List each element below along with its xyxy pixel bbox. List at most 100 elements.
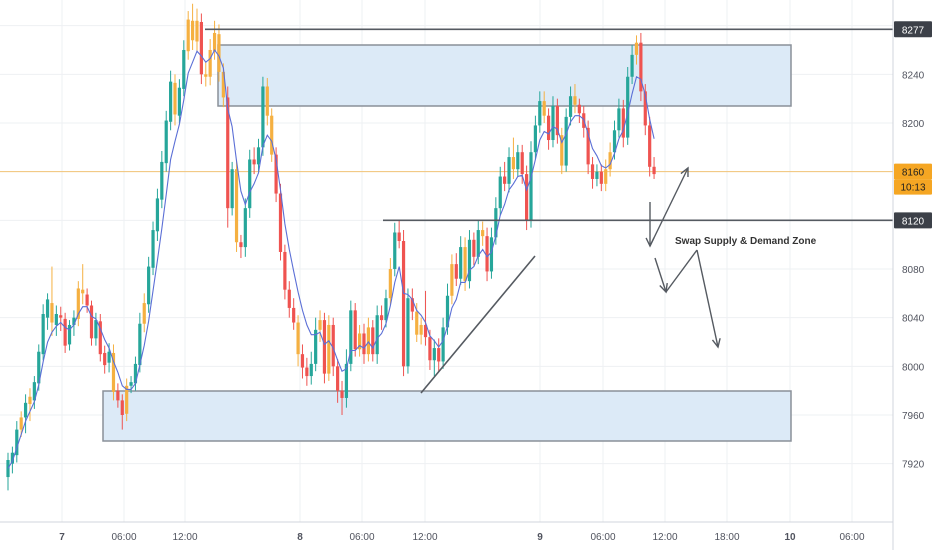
candle-body [19, 417, 23, 430]
candle-body [481, 230, 485, 237]
candle-body [212, 32, 217, 52]
candle-body [54, 314, 58, 325]
countdown-text: 10:13 [900, 183, 925, 194]
y-tick-label: 7960 [902, 411, 925, 422]
candle-body [551, 105, 555, 141]
moving-average [7, 48, 655, 469]
candle-body [173, 82, 177, 115]
candle-body [261, 86, 265, 148]
candle-body [397, 232, 401, 242]
candle-body [125, 385, 129, 414]
arrow-shaft [654, 257, 667, 293]
candle-body [32, 382, 36, 401]
candle-body [164, 120, 168, 164]
candle-body [586, 127, 590, 165]
candle-body [472, 239, 476, 257]
arrow-up-projection [649, 166, 689, 247]
price-label-bg [894, 21, 932, 38]
arrow-shaft [696, 249, 719, 348]
candle-body [489, 237, 494, 272]
candle-body [564, 116, 568, 166]
ma-line [7, 48, 655, 469]
candle-body [617, 108, 621, 131]
candle-body [626, 76, 630, 138]
x-tick-label: 12:00 [412, 532, 437, 543]
candle-body [116, 390, 120, 401]
candle-body [45, 299, 50, 318]
candle-body [393, 232, 397, 269]
candle-body [76, 288, 80, 319]
candle-body [634, 42, 639, 55]
x-tick-label: 06:00 [590, 532, 615, 543]
candle-body [270, 115, 274, 155]
candle-body [507, 157, 511, 184]
y-tick-label: 7920 [902, 460, 925, 471]
trend-line [420, 255, 536, 394]
candle-body [516, 152, 520, 170]
candle-body [608, 152, 612, 170]
candle-body [555, 105, 559, 136]
candle-body [546, 115, 551, 141]
candle-body [186, 19, 190, 52]
candle-body [305, 367, 309, 377]
candle-body [384, 298, 388, 321]
x-tick-label: 12:00 [652, 532, 677, 543]
candle-body [190, 20, 195, 41]
candle-body [590, 164, 595, 179]
price-label-text: 8120 [902, 216, 925, 227]
candle-body [604, 169, 608, 184]
candle-body [89, 305, 94, 339]
candle-body [336, 366, 340, 391]
candle-body [274, 154, 278, 194]
candle-body [358, 333, 362, 350]
candle-body [520, 152, 524, 175]
candle-body [283, 251, 287, 290]
candle-body [129, 382, 133, 386]
candle-body [344, 363, 349, 398]
candle-body [85, 294, 89, 306]
candle-body [234, 169, 239, 243]
candle-body [160, 161, 164, 200]
arrow-down-target [696, 249, 721, 349]
candle-body [59, 315, 63, 318]
candle-body [300, 354, 305, 368]
candle-body [401, 241, 406, 367]
candle-body [573, 96, 577, 105]
candle-body [63, 318, 67, 346]
candle-body [133, 363, 138, 384]
candle-body [463, 247, 467, 282]
candle-body [445, 295, 450, 328]
candle-body [147, 266, 151, 305]
x-tick-label: 06:00 [111, 532, 136, 543]
candle-body [142, 303, 146, 324]
candle-body [287, 289, 291, 308]
candle-body [111, 352, 116, 392]
y-tick-label: 8240 [902, 70, 925, 81]
candle-body [243, 208, 247, 248]
candle-body [217, 34, 221, 72]
candle-body [349, 310, 353, 364]
candle-body [630, 54, 634, 77]
candle-body [529, 152, 533, 221]
candle-body [169, 81, 173, 122]
x-tick-label: 8 [297, 532, 303, 543]
x-tick-label: 18:00 [714, 532, 739, 543]
candle-body [366, 327, 370, 355]
candle-body [467, 239, 472, 282]
candle-body [331, 324, 335, 367]
candle-body [459, 247, 463, 279]
candle-body [138, 323, 142, 366]
zones [0, 44, 893, 442]
price-label-bg [894, 212, 932, 229]
candle-body [199, 22, 203, 75]
demand-zone [102, 390, 792, 442]
candle-body [353, 310, 357, 350]
candle-body [94, 320, 98, 339]
candle-body [375, 315, 379, 355]
candle-body [560, 135, 564, 166]
candle-body [67, 324, 72, 345]
x-tick-label: 9 [537, 532, 543, 543]
candle-body [322, 320, 327, 374]
candle-body [6, 460, 10, 478]
